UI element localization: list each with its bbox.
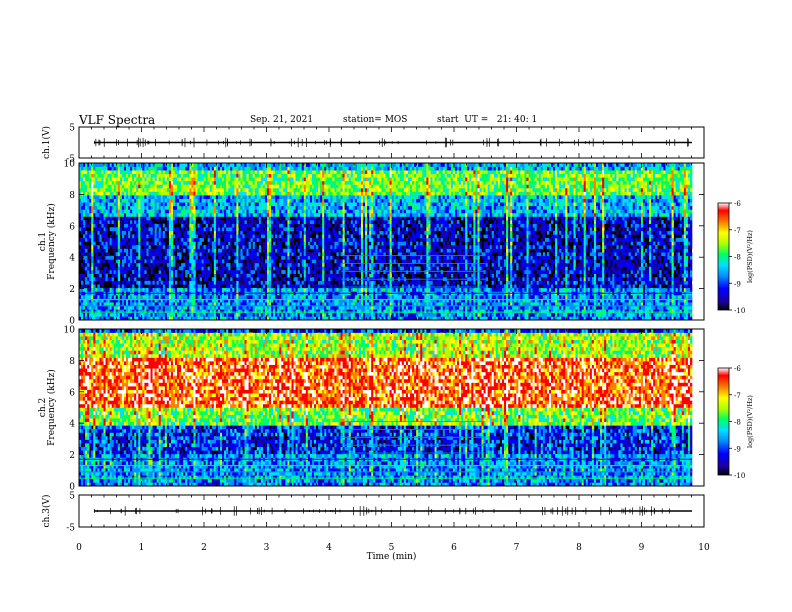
y-tick-label: 2 (69, 451, 75, 461)
colorbar-tick-label: -6 (734, 365, 741, 373)
y-tick-label: 2 (69, 285, 75, 295)
x-tick-label: 1 (139, 543, 145, 553)
colorbar-tick-label: -7 (734, 392, 741, 400)
x-tick-label: 9 (639, 543, 645, 553)
y-tick-label: 4 (69, 254, 75, 264)
colorbar-gradient (718, 368, 729, 475)
y-tick-label: 6 (69, 388, 75, 398)
ch2-colorbar: -6 -7 -8 -9 -10 log(PSD)(V²/Hz) (718, 365, 754, 480)
y-axis-label: ch.3(V) (41, 495, 52, 528)
colorbar-tick-label: -10 (734, 307, 745, 315)
colorbar-tick-label: -10 (734, 472, 745, 480)
y-tick-label: -5 (66, 524, 75, 534)
y-tick-label: 5 (69, 492, 75, 502)
x-tick-label: 0 (76, 543, 82, 553)
y-tick-label: 4 (69, 420, 75, 430)
ch1-colorbar: -6 -7 -8 -9 -10 log(PSD)(V²/Hz) (718, 200, 754, 315)
x-tick-label: 7 (514, 543, 520, 553)
colorbar-label: log(PSD)(V²/Hz) (746, 395, 754, 448)
x-tick-label: 4 (326, 543, 332, 553)
y-axis-label: Frequency (kHz) (46, 203, 57, 280)
x-tick-label: 6 (451, 543, 457, 553)
x-tick-label: 2 (201, 543, 207, 553)
x-axis-label: Time (min) (367, 551, 417, 562)
x-tick-label: 8 (576, 543, 582, 553)
colorbar-tick-label: -8 (734, 419, 741, 427)
y-tick-label: 6 (69, 222, 75, 232)
spectrogram-cells (79, 329, 692, 486)
ch1-waveform-panel: 5-5ch.1(V) (41, 124, 704, 165)
colorbar-tick-label: -8 (734, 254, 741, 262)
colorbar-tick-label: -6 (734, 200, 741, 208)
y-tick-label: 8 (69, 357, 75, 367)
x-tick-label: 3 (264, 543, 270, 553)
y-tick-label: 10 (64, 326, 76, 336)
y-tick-label: 5 (69, 124, 75, 134)
colorbar-tick-label: -9 (734, 280, 741, 288)
x-tick-label: 10 (698, 543, 710, 553)
y-axis-label: ch.1(V) (41, 126, 52, 159)
colorbar-gradient (718, 203, 729, 310)
y-tick-label: 10 (64, 160, 76, 170)
y-tick-label: 8 (69, 191, 75, 201)
y-axis-label: Frequency (kHz) (46, 369, 57, 446)
colorbar-tick-label: -7 (734, 227, 741, 235)
colorbar-label: log(PSD)(V²/Hz) (746, 230, 754, 283)
colorbar-tick-label: -9 (734, 445, 741, 453)
spectrogram-cells (79, 163, 692, 320)
